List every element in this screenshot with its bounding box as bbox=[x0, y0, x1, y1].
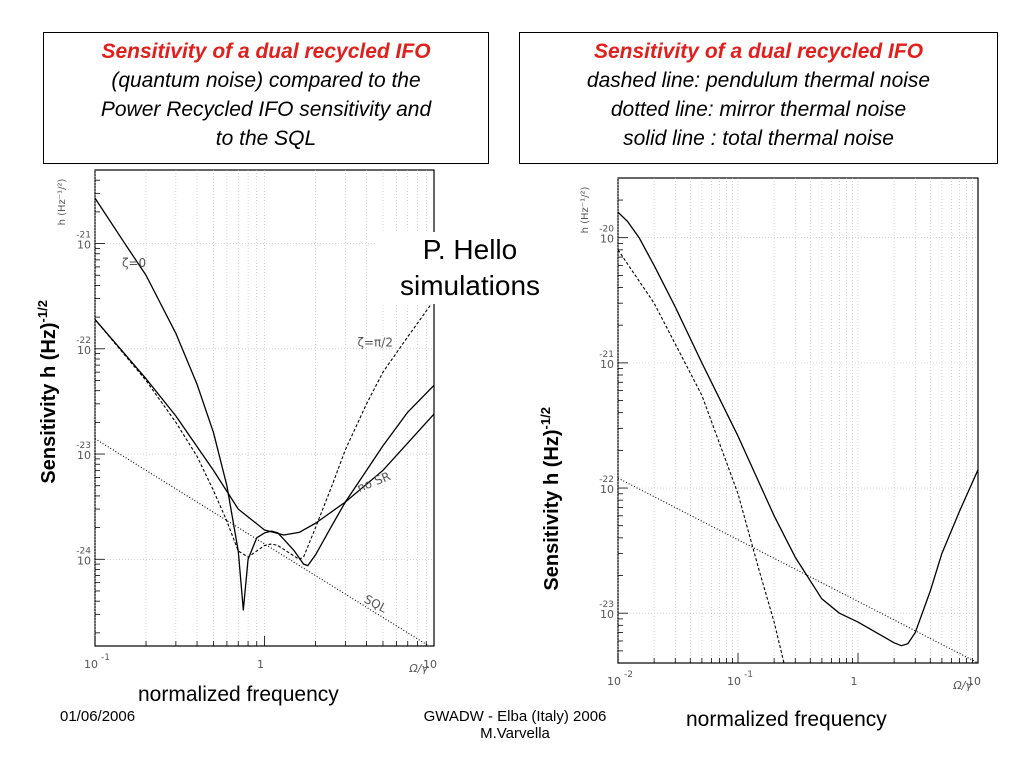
y-axis-title: h (Hz⁻¹/²) bbox=[580, 187, 591, 234]
y-tick-label: 10 bbox=[77, 239, 91, 252]
caption-right-line-1: dashed line: pendulum thermal noise bbox=[586, 69, 931, 92]
x-axis-title: Ω/γ bbox=[408, 662, 428, 675]
x-tick-label: 10 bbox=[967, 675, 981, 688]
annotation-label: ζ=π/2 bbox=[357, 336, 392, 350]
x-tick-label: 10 bbox=[727, 675, 741, 688]
x-tick-label: 1 bbox=[257, 658, 264, 671]
right-y-outer-label-sup: -1/2 bbox=[538, 407, 554, 430]
left-x-outer-label: normalized frequency bbox=[138, 683, 339, 706]
x-tick-label-exp: -2 bbox=[624, 670, 633, 680]
x-gridlines bbox=[94, 170, 427, 646]
footer-date: 01/06/2006 bbox=[60, 708, 136, 725]
left-y-outer-label: Sensitivity h (Hz)-1/2 bbox=[35, 282, 61, 502]
caption-box-right: Sensitivity of a dual recycled IFO dashe… bbox=[519, 32, 998, 164]
y-tick-label: 10 bbox=[77, 554, 91, 567]
y-tick-label-exp: -21 bbox=[76, 231, 91, 241]
footer-conference: GWADW - Elba (Italy) 2006 M.Varvella bbox=[380, 708, 650, 742]
y-tick-label-exp: -24 bbox=[76, 546, 91, 556]
right-y-outer-label: Sensitivity h (Hz)-1/2 bbox=[538, 389, 564, 609]
caption-right-line-3: solid line : total thermal noise bbox=[623, 127, 894, 150]
left-y-outer-label-text: Sensitivity h (Hz) bbox=[37, 322, 60, 484]
y-tick-label: 10 bbox=[77, 449, 91, 462]
y-axis-title: h (Hz⁻¹/²) bbox=[57, 179, 68, 226]
caption-left-line-3: to the SQL bbox=[215, 127, 317, 150]
y-gridlines bbox=[618, 237, 978, 614]
right-x-outer-label: normalized frequency bbox=[686, 708, 887, 731]
series-2-dashed-line bbox=[95, 299, 434, 560]
series-3-dotted-line bbox=[95, 438, 430, 646]
caption-right-title: Sensitivity of a dual recycled IFO bbox=[593, 40, 924, 63]
y-tick-label: 10 bbox=[600, 483, 614, 496]
y-tick-label-exp: -23 bbox=[599, 600, 614, 610]
x-tick-label: 10 bbox=[423, 658, 437, 671]
simulation-note-line-1: P. Hello bbox=[422, 234, 518, 265]
left-y-outer-label-sup: -1/2 bbox=[35, 300, 51, 323]
caption-left-line-1: (quantum noise) compared to the bbox=[111, 69, 421, 92]
series-0-solid-line bbox=[618, 211, 978, 647]
caption-left-title: Sensitivity of a dual recycled IFO bbox=[101, 40, 431, 63]
x-tick-label: 10 bbox=[84, 658, 98, 671]
caption-right-line-2: dotted line: mirror thermal noise bbox=[610, 98, 907, 121]
plot-frame bbox=[617, 177, 979, 664]
y-tick-label-exp: -20 bbox=[599, 225, 614, 235]
x-tick-label: 10 bbox=[607, 675, 621, 688]
annotation-label: ζ=0 bbox=[122, 256, 146, 270]
caption-left-line-2: Power Recycled IFO sensitivity and bbox=[100, 98, 432, 121]
y-tick-label-exp: -22 bbox=[599, 475, 614, 485]
x-axis-title: Ω/γ bbox=[952, 679, 972, 692]
simulation-note: P. Hello simulations bbox=[376, 232, 564, 304]
x-tick-label-exp: -1 bbox=[101, 653, 110, 663]
y-tick-label: 10 bbox=[77, 344, 91, 357]
right-y-outer-label-text: Sensitivity h (Hz) bbox=[540, 429, 563, 591]
y-tick-label: 10 bbox=[600, 233, 614, 246]
y-tick-label: 10 bbox=[600, 358, 614, 371]
x-tick-label-exp: -1 bbox=[744, 670, 753, 680]
y-tick-label-exp: -21 bbox=[599, 350, 614, 360]
footer-conference-text: GWADW - Elba (Italy) 2006 bbox=[423, 708, 607, 725]
series-1-solid-line bbox=[95, 319, 434, 536]
simulation-note-line-2: simulations bbox=[399, 270, 541, 301]
x-tick-label: 1 bbox=[851, 675, 858, 688]
caption-box-left: Sensitivity of a dual recycled IFO (quan… bbox=[43, 32, 489, 164]
y-tick-label-exp: -22 bbox=[76, 336, 91, 346]
footer-author: M.Varvella bbox=[480, 725, 550, 742]
y-tick-label: 10 bbox=[600, 608, 614, 621]
y-tick-label-exp: -23 bbox=[76, 441, 91, 451]
series-1-dashed-line bbox=[618, 249, 785, 663]
